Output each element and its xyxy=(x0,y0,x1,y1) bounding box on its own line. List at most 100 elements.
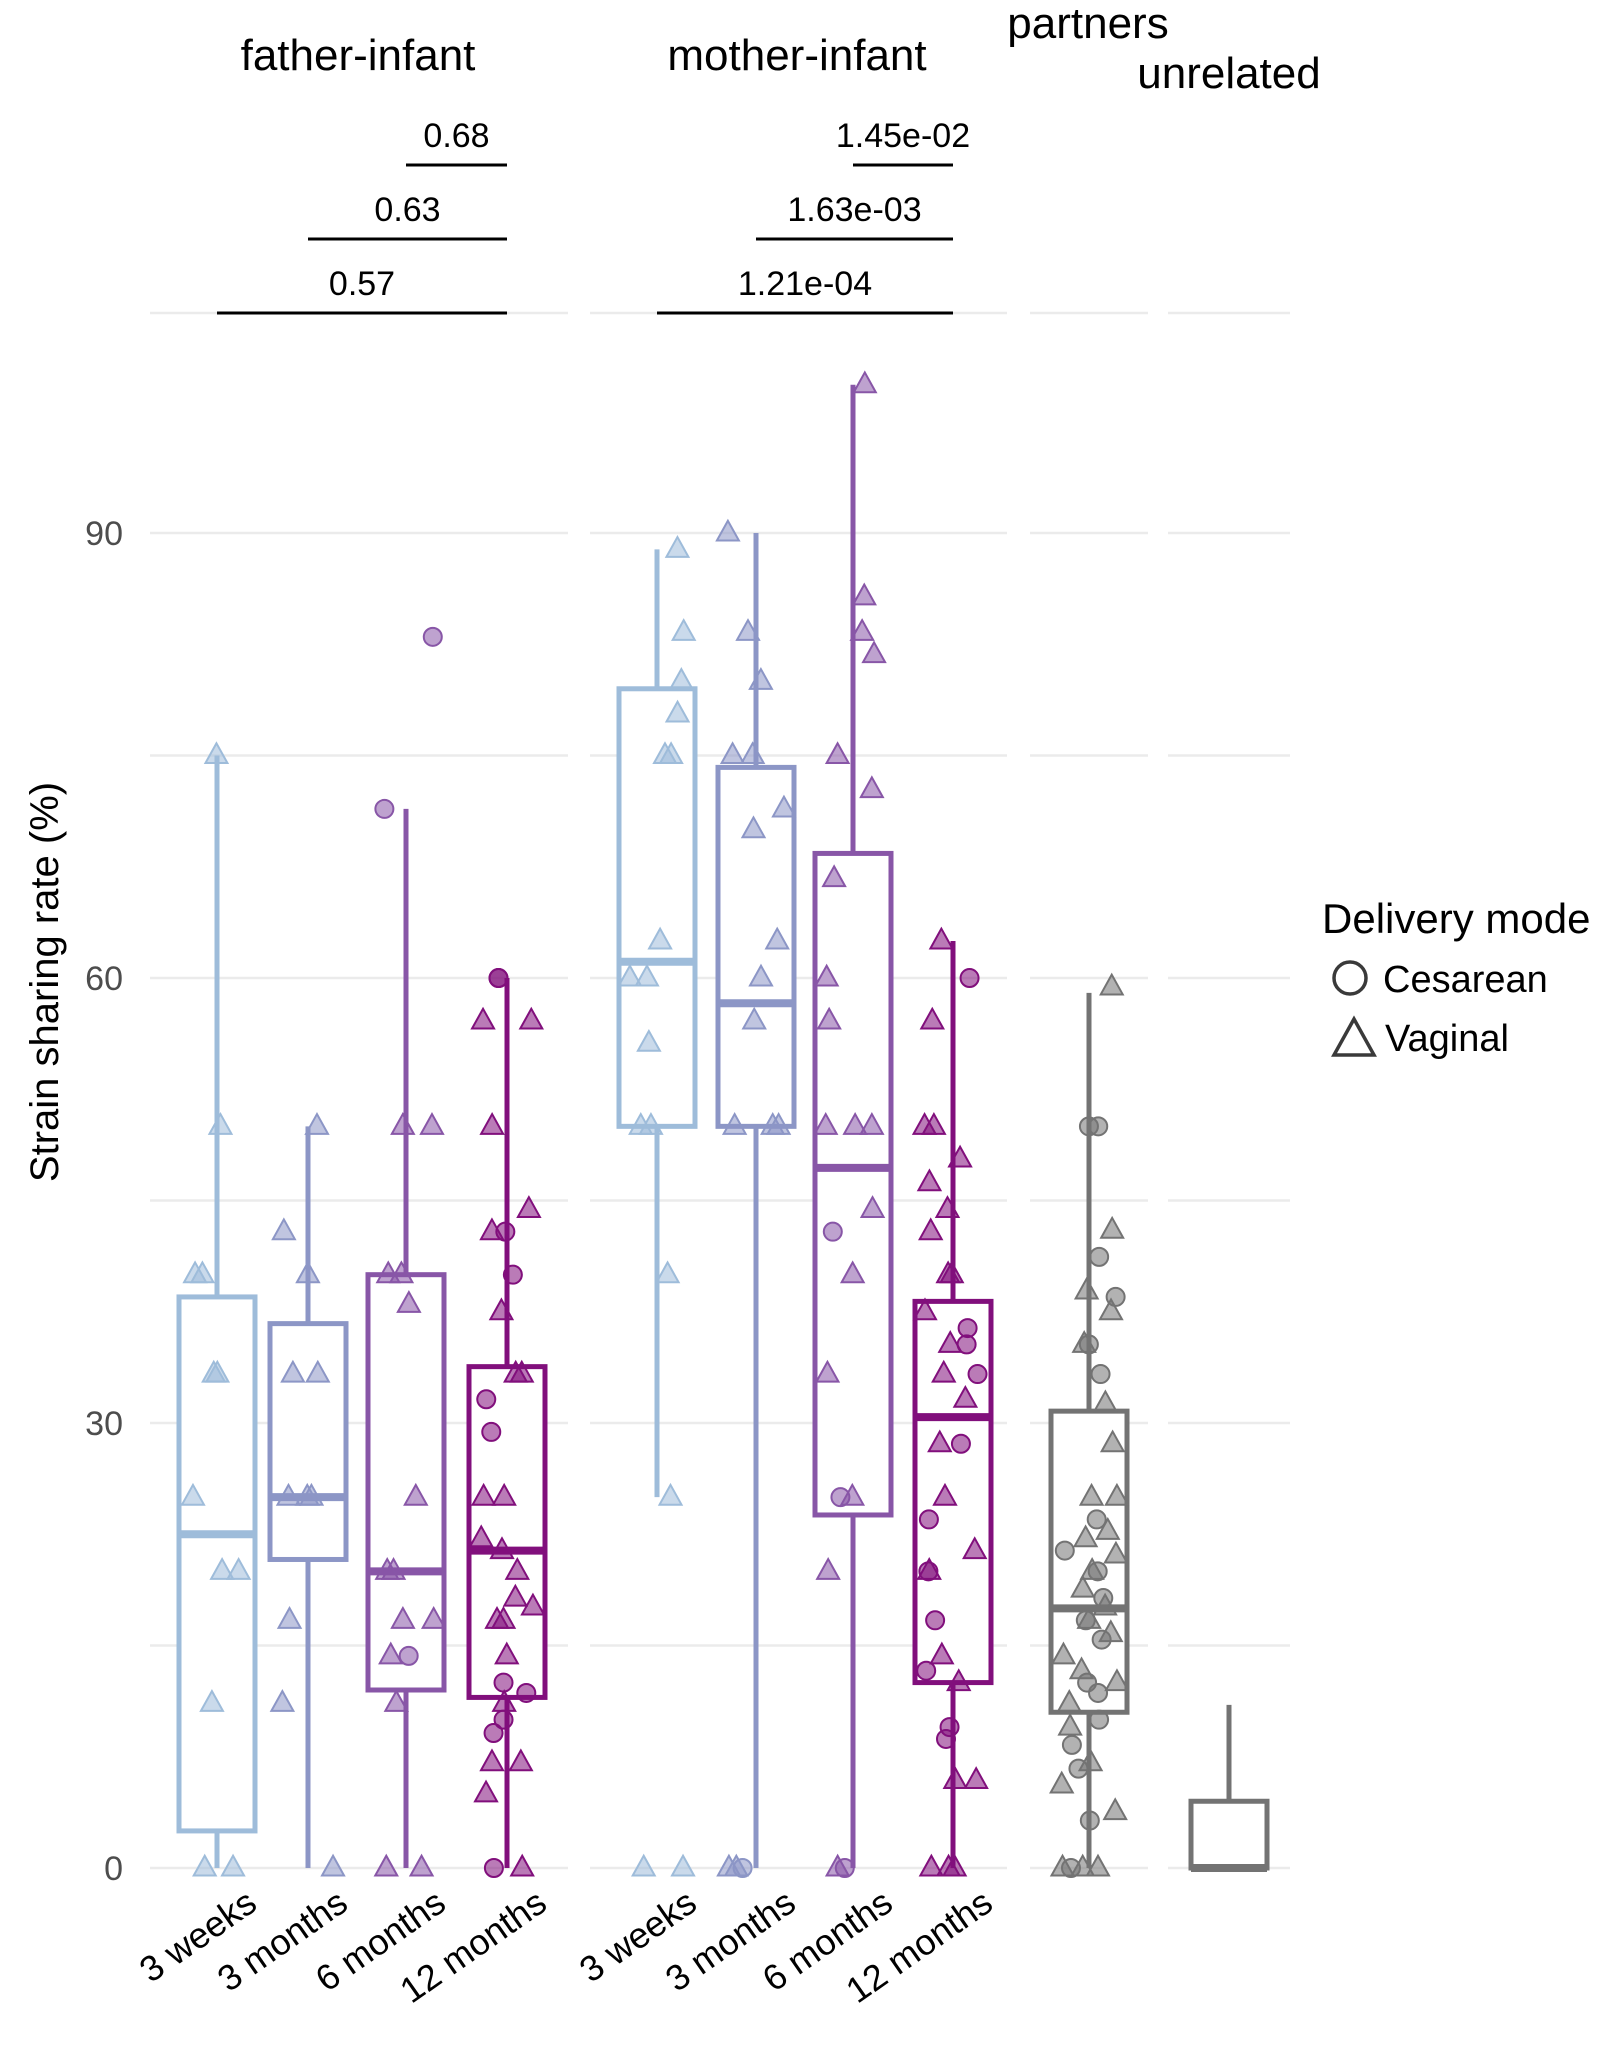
data-point-cesarean xyxy=(422,626,443,647)
data-point-vaginal xyxy=(516,1195,542,1218)
data-point-vaginal xyxy=(839,1260,866,1284)
data-point-vaginal xyxy=(479,1748,505,1772)
data-point-cesarean xyxy=(1078,1116,1099,1137)
data-point-vaginal xyxy=(192,1853,218,1877)
p-value-label: 1.45e-02 xyxy=(836,117,970,155)
data-point-cesarean xyxy=(488,968,509,989)
data-point-vaginal xyxy=(390,1605,416,1629)
box-unrelated xyxy=(1188,1704,1270,1872)
legend-label-cesarean: Cesarean xyxy=(1383,959,1548,1001)
data-point-vaginal xyxy=(861,640,887,664)
data-point-vaginal xyxy=(1073,1276,1100,1300)
data-point-vaginal xyxy=(479,1112,505,1135)
box-body xyxy=(267,1321,349,1562)
data-point-vaginal xyxy=(1092,1389,1119,1413)
data-point-vaginal xyxy=(849,618,875,641)
data-point-vaginal xyxy=(664,535,691,558)
data-point-vaginal xyxy=(220,1853,246,1877)
data-point-cesarean xyxy=(476,1389,497,1410)
data-point-vaginal xyxy=(1078,1482,1105,1506)
data-point-vaginal xyxy=(494,1641,520,1665)
data-point-vaginal xyxy=(814,1359,841,1383)
data-point-cesarean xyxy=(1068,1758,1089,1779)
data-point-vaginal xyxy=(824,1853,851,1877)
data-point-vaginal xyxy=(1070,1574,1096,1598)
box-6-months xyxy=(812,384,894,1868)
facet-title: partners xyxy=(1007,0,1168,48)
data-point-vaginal xyxy=(275,1482,302,1506)
data-point-vaginal xyxy=(508,1748,534,1772)
data-point-vaginal xyxy=(1049,1770,1075,1794)
data-point-vaginal xyxy=(740,815,767,839)
y-tick-label: 60 xyxy=(85,960,123,998)
data-point-vaginal xyxy=(911,1112,938,1135)
data-point-vaginal xyxy=(489,1536,515,1560)
data-point-vaginal xyxy=(928,926,955,950)
data-point-vaginal xyxy=(1057,1712,1083,1736)
facet-title: unrelated xyxy=(1137,49,1320,98)
data-point-vaginal xyxy=(851,582,877,606)
data-point-vaginal xyxy=(719,741,746,765)
data-point-vaginal xyxy=(488,1297,515,1321)
data-point-vaginal xyxy=(771,794,797,818)
facet-title: mother-infant xyxy=(667,31,926,80)
data-point-vaginal xyxy=(209,1557,235,1580)
data-point-cesarean xyxy=(493,1709,514,1730)
data-point-vaginal xyxy=(374,1557,400,1580)
data-point-vaginal xyxy=(518,1006,544,1030)
data-point-vaginal xyxy=(509,1853,535,1877)
data-point-vaginal xyxy=(1050,1641,1077,1665)
data-point-vaginal xyxy=(269,1689,296,1712)
p-value-label: 0.68 xyxy=(423,117,489,155)
data-point-vaginal xyxy=(180,1482,206,1506)
data-point-vaginal xyxy=(765,1112,792,1135)
data-point-cesarean xyxy=(1089,1709,1110,1730)
data-point-vaginal xyxy=(408,1853,435,1877)
data-point-cesarean xyxy=(950,1433,971,1454)
data-point-vaginal xyxy=(280,1359,306,1383)
data-point-vaginal xyxy=(203,741,230,765)
comparison-bracket: 0.63 xyxy=(308,191,507,241)
data-point-vaginal xyxy=(654,1260,681,1284)
data-point-vaginal xyxy=(419,1112,445,1135)
box-body xyxy=(912,1298,994,1686)
data-point-cesarean xyxy=(956,1334,977,1355)
data-point-vaginal xyxy=(503,1359,529,1383)
data-point-cesarean xyxy=(1086,1509,1107,1530)
data-point-vaginal xyxy=(947,1144,973,1168)
data-point-vaginal xyxy=(748,963,774,987)
data-point-vaginal xyxy=(942,1766,968,1790)
y-tick-label: 30 xyxy=(85,1405,123,1443)
legend-title: Delivery mode xyxy=(1322,895,1590,942)
data-point-vaginal xyxy=(403,1482,429,1506)
data-point-cesarean xyxy=(822,1221,843,1242)
data-point-cesarean xyxy=(918,1509,939,1530)
data-point-vaginal xyxy=(1072,1524,1099,1548)
data-point-vaginal xyxy=(1099,1215,1125,1239)
data-point-vaginal xyxy=(812,1112,839,1135)
data-point-cesarean xyxy=(916,1660,937,1681)
data-point-vaginal xyxy=(468,1524,494,1548)
data-point-vaginal xyxy=(934,1195,961,1218)
data-point-cesarean xyxy=(925,1610,946,1631)
data-point-vaginal xyxy=(520,1592,546,1616)
data-point-vaginal xyxy=(271,1217,297,1241)
data-point-cesarean xyxy=(1089,1246,1110,1267)
data-point-vaginal xyxy=(388,1260,415,1284)
data-point-vaginal xyxy=(931,1359,957,1383)
p-value-label: 1.21e-04 xyxy=(738,265,872,303)
data-point-vaginal xyxy=(852,370,878,394)
data-point-vaginal xyxy=(815,1557,841,1580)
data-point-vaginal xyxy=(813,963,840,987)
comparison-bracket: 0.68 xyxy=(406,117,507,167)
data-point-vaginal xyxy=(1099,972,1125,996)
data-point-vaginal xyxy=(294,1482,320,1506)
legend-triangle-icon xyxy=(1331,1015,1377,1057)
data-point-cesarean xyxy=(1090,1364,1111,1385)
data-point-vaginal xyxy=(491,1482,517,1506)
data-point-vaginal xyxy=(912,1297,938,1321)
data-point-cesarean xyxy=(1061,1734,1082,1755)
data-point-vaginal xyxy=(207,1112,234,1135)
data-point-vaginal xyxy=(638,1112,664,1135)
